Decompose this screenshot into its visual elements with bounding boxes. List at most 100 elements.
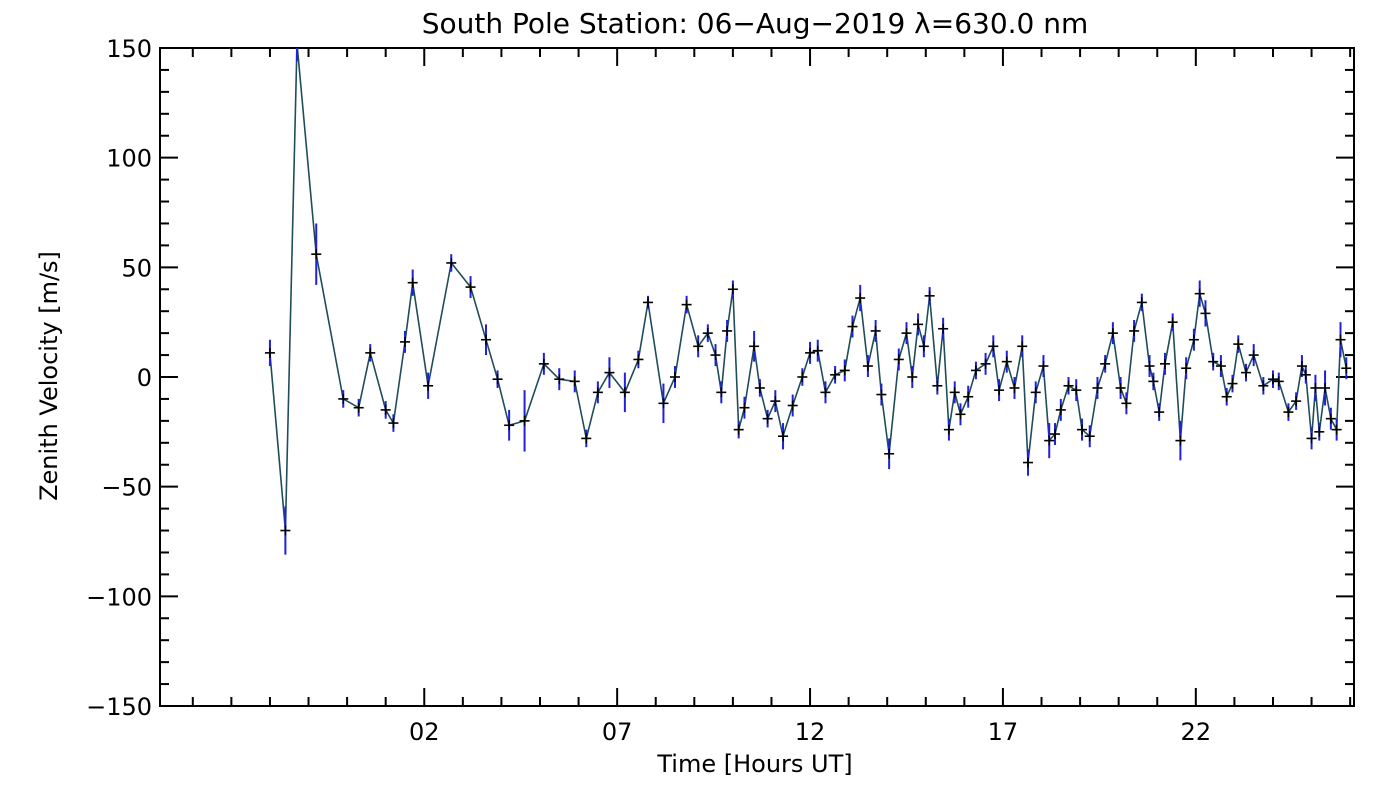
y-tick-label: 50	[121, 254, 152, 282]
data-point	[643, 297, 654, 308]
data-point	[778, 431, 789, 442]
axes: 150 100 50 0 −50 −100 −150 02 07 12 17 22	[86, 35, 1354, 746]
data-point	[1055, 404, 1066, 415]
data-point	[554, 374, 565, 385]
data-point	[918, 341, 929, 352]
data-point	[1071, 385, 1082, 396]
data-point	[955, 409, 966, 420]
data-point	[1335, 334, 1346, 345]
data-point	[1227, 378, 1238, 389]
data-point	[812, 345, 823, 356]
data-point	[1194, 288, 1205, 299]
data-point	[820, 387, 831, 398]
data-point	[1300, 369, 1311, 380]
data-point	[702, 328, 713, 339]
data-point	[538, 358, 549, 369]
data-point	[1175, 435, 1186, 446]
data-point	[1188, 334, 1199, 345]
data-point	[924, 290, 935, 301]
data-point	[407, 277, 418, 288]
data-point	[913, 319, 924, 330]
x-tick-label: 07	[602, 718, 633, 746]
data-point	[830, 369, 841, 380]
series-line	[269, 48, 1348, 531]
data-point	[592, 387, 603, 398]
data-point	[770, 396, 781, 407]
data-point	[1233, 339, 1244, 350]
data-point	[1296, 361, 1307, 372]
data-point	[1258, 380, 1269, 391]
data-point	[994, 385, 1005, 396]
y-tick-label: −50	[101, 474, 152, 502]
data-point	[1030, 387, 1041, 398]
data-point	[1017, 341, 1028, 352]
data-point	[480, 334, 491, 345]
data-point	[619, 387, 630, 398]
data-point	[353, 402, 364, 413]
data-point	[423, 380, 434, 391]
data-point	[1310, 382, 1321, 393]
data-point	[749, 341, 760, 352]
data-point	[519, 415, 530, 426]
data-point	[870, 325, 881, 336]
data-point	[1100, 358, 1111, 369]
data-point	[988, 341, 999, 352]
data-point	[722, 325, 733, 336]
data-point	[1092, 382, 1103, 393]
data-point	[862, 361, 873, 372]
data-point	[1023, 457, 1034, 468]
data-point	[1044, 435, 1055, 446]
data-point	[338, 393, 349, 404]
data-point	[1063, 380, 1074, 391]
data-point	[1159, 358, 1170, 369]
data-point	[264, 347, 275, 358]
x-tick-label: 17	[988, 718, 1019, 746]
data-point	[938, 323, 949, 334]
data-point	[1283, 407, 1294, 418]
data-point	[1115, 382, 1126, 393]
data-point	[399, 336, 410, 347]
data-point	[884, 448, 895, 459]
data-point	[670, 372, 681, 382]
data-point	[1240, 367, 1251, 378]
data-point	[1208, 356, 1219, 367]
data-point	[1129, 325, 1140, 336]
data-point	[380, 404, 391, 415]
y-tick-label: −100	[86, 583, 152, 611]
data-point	[1273, 376, 1284, 387]
y-tick-label: 100	[106, 145, 152, 173]
data-point	[787, 400, 798, 411]
data-point	[388, 418, 399, 429]
data-point	[1144, 361, 1155, 372]
data-point	[1314, 426, 1325, 437]
data-point	[504, 420, 515, 431]
data-point	[693, 341, 704, 352]
y-axis-label: Zenith Velocity [m/s]	[35, 251, 63, 501]
data-point	[839, 365, 850, 376]
data-point	[855, 293, 866, 304]
data-point	[446, 257, 457, 268]
chart-title: South Pole Station: 06−Aug−2019 λ=630.0 …	[422, 7, 1089, 40]
data-point	[280, 525, 291, 536]
x-tick-label: 02	[409, 718, 440, 746]
data-point	[1221, 391, 1232, 402]
data-point	[1267, 374, 1278, 385]
data-point	[1148, 376, 1159, 387]
x-tick-label: 22	[1181, 718, 1212, 746]
data-point	[932, 380, 943, 391]
data-point	[963, 391, 974, 402]
data-point	[1167, 317, 1178, 328]
data-point	[1291, 396, 1302, 407]
data-point	[980, 358, 991, 369]
data-point	[733, 424, 744, 435]
data-point	[876, 389, 887, 400]
data-point	[1306, 433, 1317, 444]
data-point	[633, 354, 644, 365]
data-point	[762, 413, 773, 424]
data-point	[901, 328, 912, 339]
data-point	[1107, 328, 1118, 339]
data-point	[465, 282, 476, 293]
series-layer	[264, 48, 1352, 555]
data-point	[492, 374, 503, 385]
